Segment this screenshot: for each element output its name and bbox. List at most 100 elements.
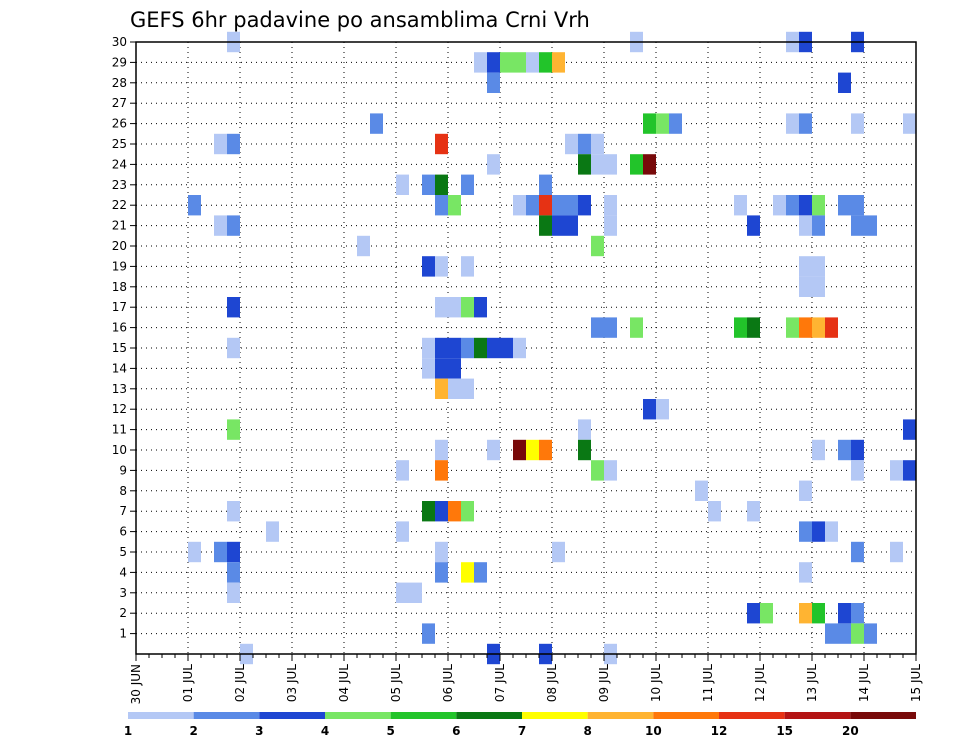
heatmap-cell [890, 541, 903, 563]
x-tick-label-group: 05 JUL [389, 664, 403, 702]
heatmap-cell [448, 378, 461, 399]
heatmap-cell [747, 501, 760, 522]
y-tick-label: 3 [119, 586, 127, 600]
heatmap-cell [513, 439, 526, 461]
x-tick-label: 03 JUL [285, 664, 299, 702]
heatmap-cell [578, 439, 591, 461]
heatmap-cell [227, 215, 240, 236]
x-tick-label: 09 JUL [597, 664, 611, 702]
heatmap-cell [266, 521, 279, 542]
y-axis: 1234567891011121314151617181920212223242… [112, 35, 136, 641]
x-tick-label-group: 13 JUL [805, 664, 819, 702]
heatmap-cell [422, 501, 435, 522]
heatmap-cell [838, 195, 851, 216]
heatmap-cell [851, 439, 864, 461]
heatmap-cell [539, 195, 552, 216]
x-tick-label: 14 JUL [857, 664, 871, 702]
x-tick-label-group: 15 JUL [909, 664, 923, 702]
y-tick-label: 14 [112, 361, 127, 375]
y-tick-label: 25 [112, 137, 127, 151]
heatmap-cell [799, 276, 812, 297]
heatmap-cell [903, 113, 916, 134]
heatmap-cell [903, 419, 916, 440]
heatmap-cell [864, 623, 877, 644]
x-tick-label-group: 03 JUL [285, 664, 299, 702]
heatmap-cell [552, 541, 565, 563]
y-tick-label: 5 [119, 545, 127, 559]
x-tick-label-group: 06 JUL [441, 664, 455, 702]
heatmap-cell [422, 623, 435, 644]
y-tick-label: 30 [112, 35, 127, 49]
heatmap-cell [422, 337, 435, 359]
legend-label: 2 [189, 724, 197, 738]
heatmap-cell [513, 337, 526, 359]
heatmap-cell [227, 419, 240, 440]
heatmap-cell [591, 317, 604, 338]
heatmap-cell [747, 317, 760, 338]
heatmap-cell [630, 154, 643, 175]
y-tick-label: 21 [112, 219, 127, 233]
legend-swatch [325, 712, 391, 719]
heatmap-cell [227, 337, 240, 359]
heatmap-cell [552, 215, 565, 236]
y-tick-label: 7 [119, 504, 127, 518]
heatmap-cell [799, 195, 812, 216]
heatmap-cell [539, 439, 552, 461]
heatmap-cell [396, 174, 409, 195]
x-tick-label: 02 JUL [233, 664, 247, 702]
heatmap-cell [734, 195, 747, 216]
heatmap-cell [500, 337, 513, 359]
heatmap-cell [214, 133, 227, 155]
heatmap-cells [188, 31, 916, 665]
heatmap-cell [656, 113, 669, 134]
heatmap-cell [578, 133, 591, 155]
y-tick-label: 6 [119, 525, 127, 539]
heatmap-cell [578, 419, 591, 440]
heatmap-cell [435, 501, 448, 522]
heatmap-cell [526, 195, 539, 216]
heatmap-cell [812, 195, 825, 216]
x-tick-label: 06 JUL [441, 664, 455, 702]
heatmap-cell [851, 541, 864, 563]
y-tick-label: 9 [119, 463, 127, 477]
heatmap-cell [747, 215, 760, 236]
heatmap-cell [760, 603, 773, 624]
heatmap-cell [812, 439, 825, 461]
heatmap-cell [435, 195, 448, 216]
legend-label: 8 [583, 724, 591, 738]
heatmap-cell [474, 337, 487, 359]
legend-swatch [653, 712, 719, 719]
heatmap-cell [448, 195, 461, 216]
heatmap-cell [474, 52, 487, 73]
legend-label: 4 [321, 724, 329, 738]
y-tick-label: 19 [112, 259, 127, 273]
heatmap-cell [227, 501, 240, 522]
heatmap-cell [461, 501, 474, 522]
x-tick-label-group: 10 JUL [649, 664, 663, 702]
x-tick-label: 12 JUL [753, 664, 767, 702]
heatmap-cell [812, 276, 825, 297]
heatmap-cell [461, 174, 474, 195]
legend-label: 7 [518, 724, 526, 738]
x-tick-label: 10 JUL [649, 664, 663, 702]
heatmap-cell [695, 480, 708, 501]
heatmap-cell [435, 439, 448, 461]
y-tick-label: 2 [119, 606, 127, 620]
heatmap-cell [565, 133, 578, 155]
heatmap-cell [513, 52, 526, 73]
heatmap-cell [643, 399, 656, 420]
heatmap-cell [604, 317, 617, 338]
heatmap-cell [656, 399, 669, 420]
y-tick-label: 15 [112, 341, 127, 355]
legend-label: 3 [255, 724, 263, 738]
y-tick-label: 20 [112, 239, 127, 253]
heatmap-cell [812, 603, 825, 624]
x-tick-label: 04 JUL [337, 664, 351, 702]
x-tick-label: 11 JUL [701, 664, 715, 702]
heatmap-cell [461, 378, 474, 399]
x-tick-label-group: 04 JUL [337, 664, 351, 702]
heatmap-cell [227, 582, 240, 603]
heatmap-cell [539, 215, 552, 236]
heatmap-cell [448, 358, 461, 379]
legend-label: 12 [711, 724, 728, 738]
